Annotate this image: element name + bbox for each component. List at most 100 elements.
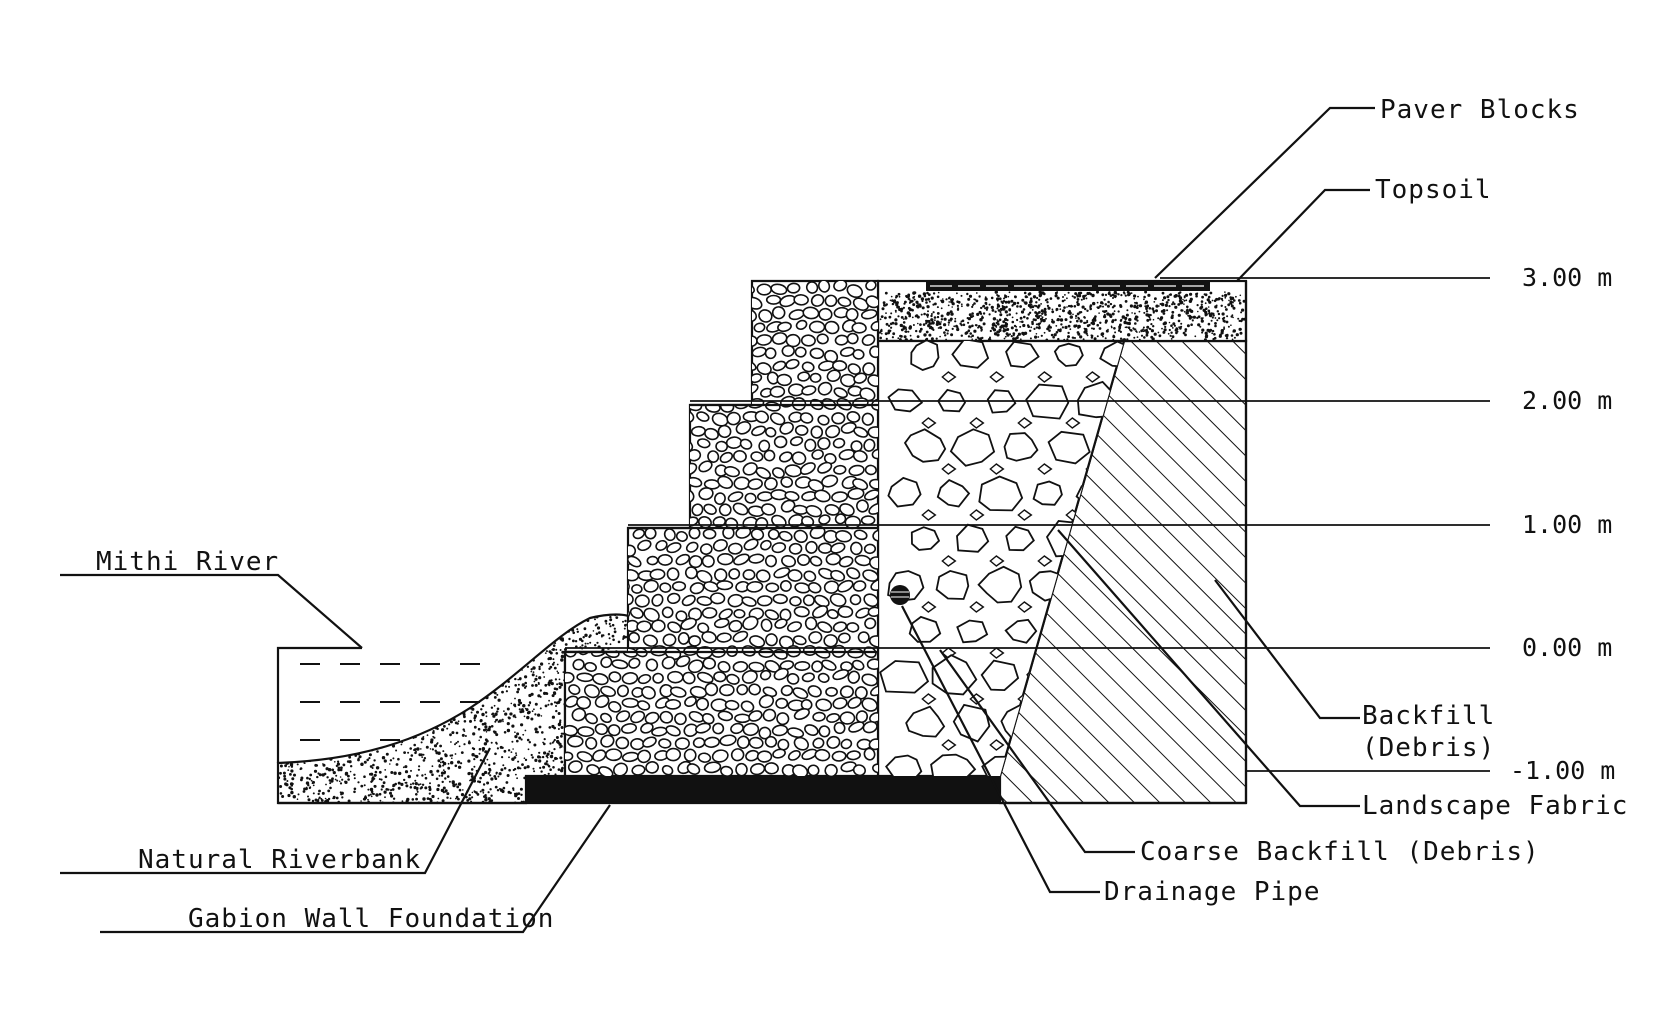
topsoil-grain xyxy=(1005,305,1008,308)
topsoil-grain xyxy=(1004,310,1008,314)
sand-grain xyxy=(439,744,442,748)
sand-grain xyxy=(319,747,323,751)
sand-grain xyxy=(398,771,402,776)
sand-grain xyxy=(336,762,340,766)
gabion-stone xyxy=(718,371,736,385)
sand-grain xyxy=(488,620,491,624)
sand-grain xyxy=(375,766,380,770)
gabion-stone xyxy=(861,412,875,426)
sand-grain xyxy=(317,772,320,775)
sand-grain xyxy=(439,714,443,718)
topsoil-grain xyxy=(1077,326,1080,329)
sand-grain xyxy=(539,707,542,710)
topsoil-grain xyxy=(996,320,1000,323)
sand-grain xyxy=(427,619,431,622)
sand-grain xyxy=(517,797,520,800)
coarse-chip xyxy=(1017,509,1033,521)
sand-grain xyxy=(396,626,399,629)
sand-grain xyxy=(498,772,502,776)
sand-grain xyxy=(343,708,346,712)
gabion-stone xyxy=(831,412,846,425)
topsoil-grain xyxy=(890,295,893,298)
gabion-stone xyxy=(862,720,878,734)
topsoil-grain xyxy=(1063,299,1066,302)
sand-grain xyxy=(526,645,530,650)
sand-grain xyxy=(395,732,398,735)
sand-grain xyxy=(356,707,359,709)
sand-grain xyxy=(489,611,491,613)
sand-grain xyxy=(339,722,343,726)
sand-grain xyxy=(426,734,429,737)
sand-grain xyxy=(343,615,347,619)
sand-grain xyxy=(547,657,550,661)
sand-grain xyxy=(538,759,542,763)
sand-grain xyxy=(319,680,323,684)
gabion-stone xyxy=(837,632,851,644)
sand-grain xyxy=(505,637,509,641)
sand-grain xyxy=(341,778,344,781)
sand-grain xyxy=(548,765,551,768)
sand-grain xyxy=(283,616,286,619)
coarse-chip xyxy=(969,509,985,521)
sand-grain xyxy=(484,762,487,765)
gabion-stone xyxy=(665,747,682,762)
sand-grain xyxy=(524,649,527,652)
gabion-stone xyxy=(786,673,800,685)
sand-grain xyxy=(335,662,338,665)
topsoil-grain xyxy=(1129,304,1133,308)
gabion-stone xyxy=(823,634,838,648)
sand-grain xyxy=(374,708,378,712)
sand-grain xyxy=(449,710,453,713)
sand-grain xyxy=(383,693,385,696)
topsoil-grain xyxy=(1211,316,1214,319)
topsoil-grain xyxy=(1173,302,1176,306)
sand-grain xyxy=(426,614,428,616)
label-backfill-line1: Backfill xyxy=(1362,701,1495,731)
sand-grain xyxy=(425,617,428,621)
topsoil-grain xyxy=(995,326,998,328)
sand-grain xyxy=(381,742,384,745)
sand-grain xyxy=(530,670,533,673)
sand-grain xyxy=(533,680,536,683)
sand-grain xyxy=(529,651,532,654)
topsoil-grain xyxy=(1117,310,1120,313)
gabion-stone xyxy=(788,542,803,555)
sand-grain xyxy=(517,687,520,691)
gabion-stone xyxy=(605,335,619,349)
topsoil-grain xyxy=(999,311,1002,313)
gabion-stone xyxy=(716,580,734,591)
topsoil-grain xyxy=(1177,303,1181,306)
topsoil-grain xyxy=(1023,291,1027,295)
topsoil-grain xyxy=(902,306,906,309)
sand-grain xyxy=(294,648,297,651)
sand-grain xyxy=(489,774,492,777)
sand-grain xyxy=(497,632,501,636)
sand-grain xyxy=(372,792,375,796)
sand-grain xyxy=(556,611,559,614)
gabion-stone xyxy=(567,397,582,411)
sand-grain xyxy=(458,620,461,623)
sand-grain xyxy=(461,684,465,688)
sand-grain xyxy=(481,612,484,615)
sand-grain xyxy=(307,659,310,663)
topsoil-grain xyxy=(1143,329,1147,332)
gabion-stone xyxy=(781,555,797,568)
sand-grain xyxy=(536,633,540,637)
topsoil-grain xyxy=(1204,331,1208,335)
sand-grain xyxy=(428,614,431,615)
topsoil-grain xyxy=(950,319,952,322)
sand-grain xyxy=(554,773,557,776)
sand-grain xyxy=(407,651,411,654)
sand-grain xyxy=(564,643,568,646)
sand-grain xyxy=(383,790,387,794)
sand-grain xyxy=(349,678,353,682)
sand-grain xyxy=(501,746,504,749)
topsoil-grain xyxy=(971,305,974,308)
topsoil-grain xyxy=(984,307,987,310)
gabion-stone xyxy=(620,463,637,474)
sand-grain xyxy=(609,618,613,622)
sand-grain xyxy=(339,614,342,617)
topsoil-grain xyxy=(943,317,947,321)
sand-grain xyxy=(552,632,556,636)
topsoil-grain xyxy=(1031,309,1034,311)
